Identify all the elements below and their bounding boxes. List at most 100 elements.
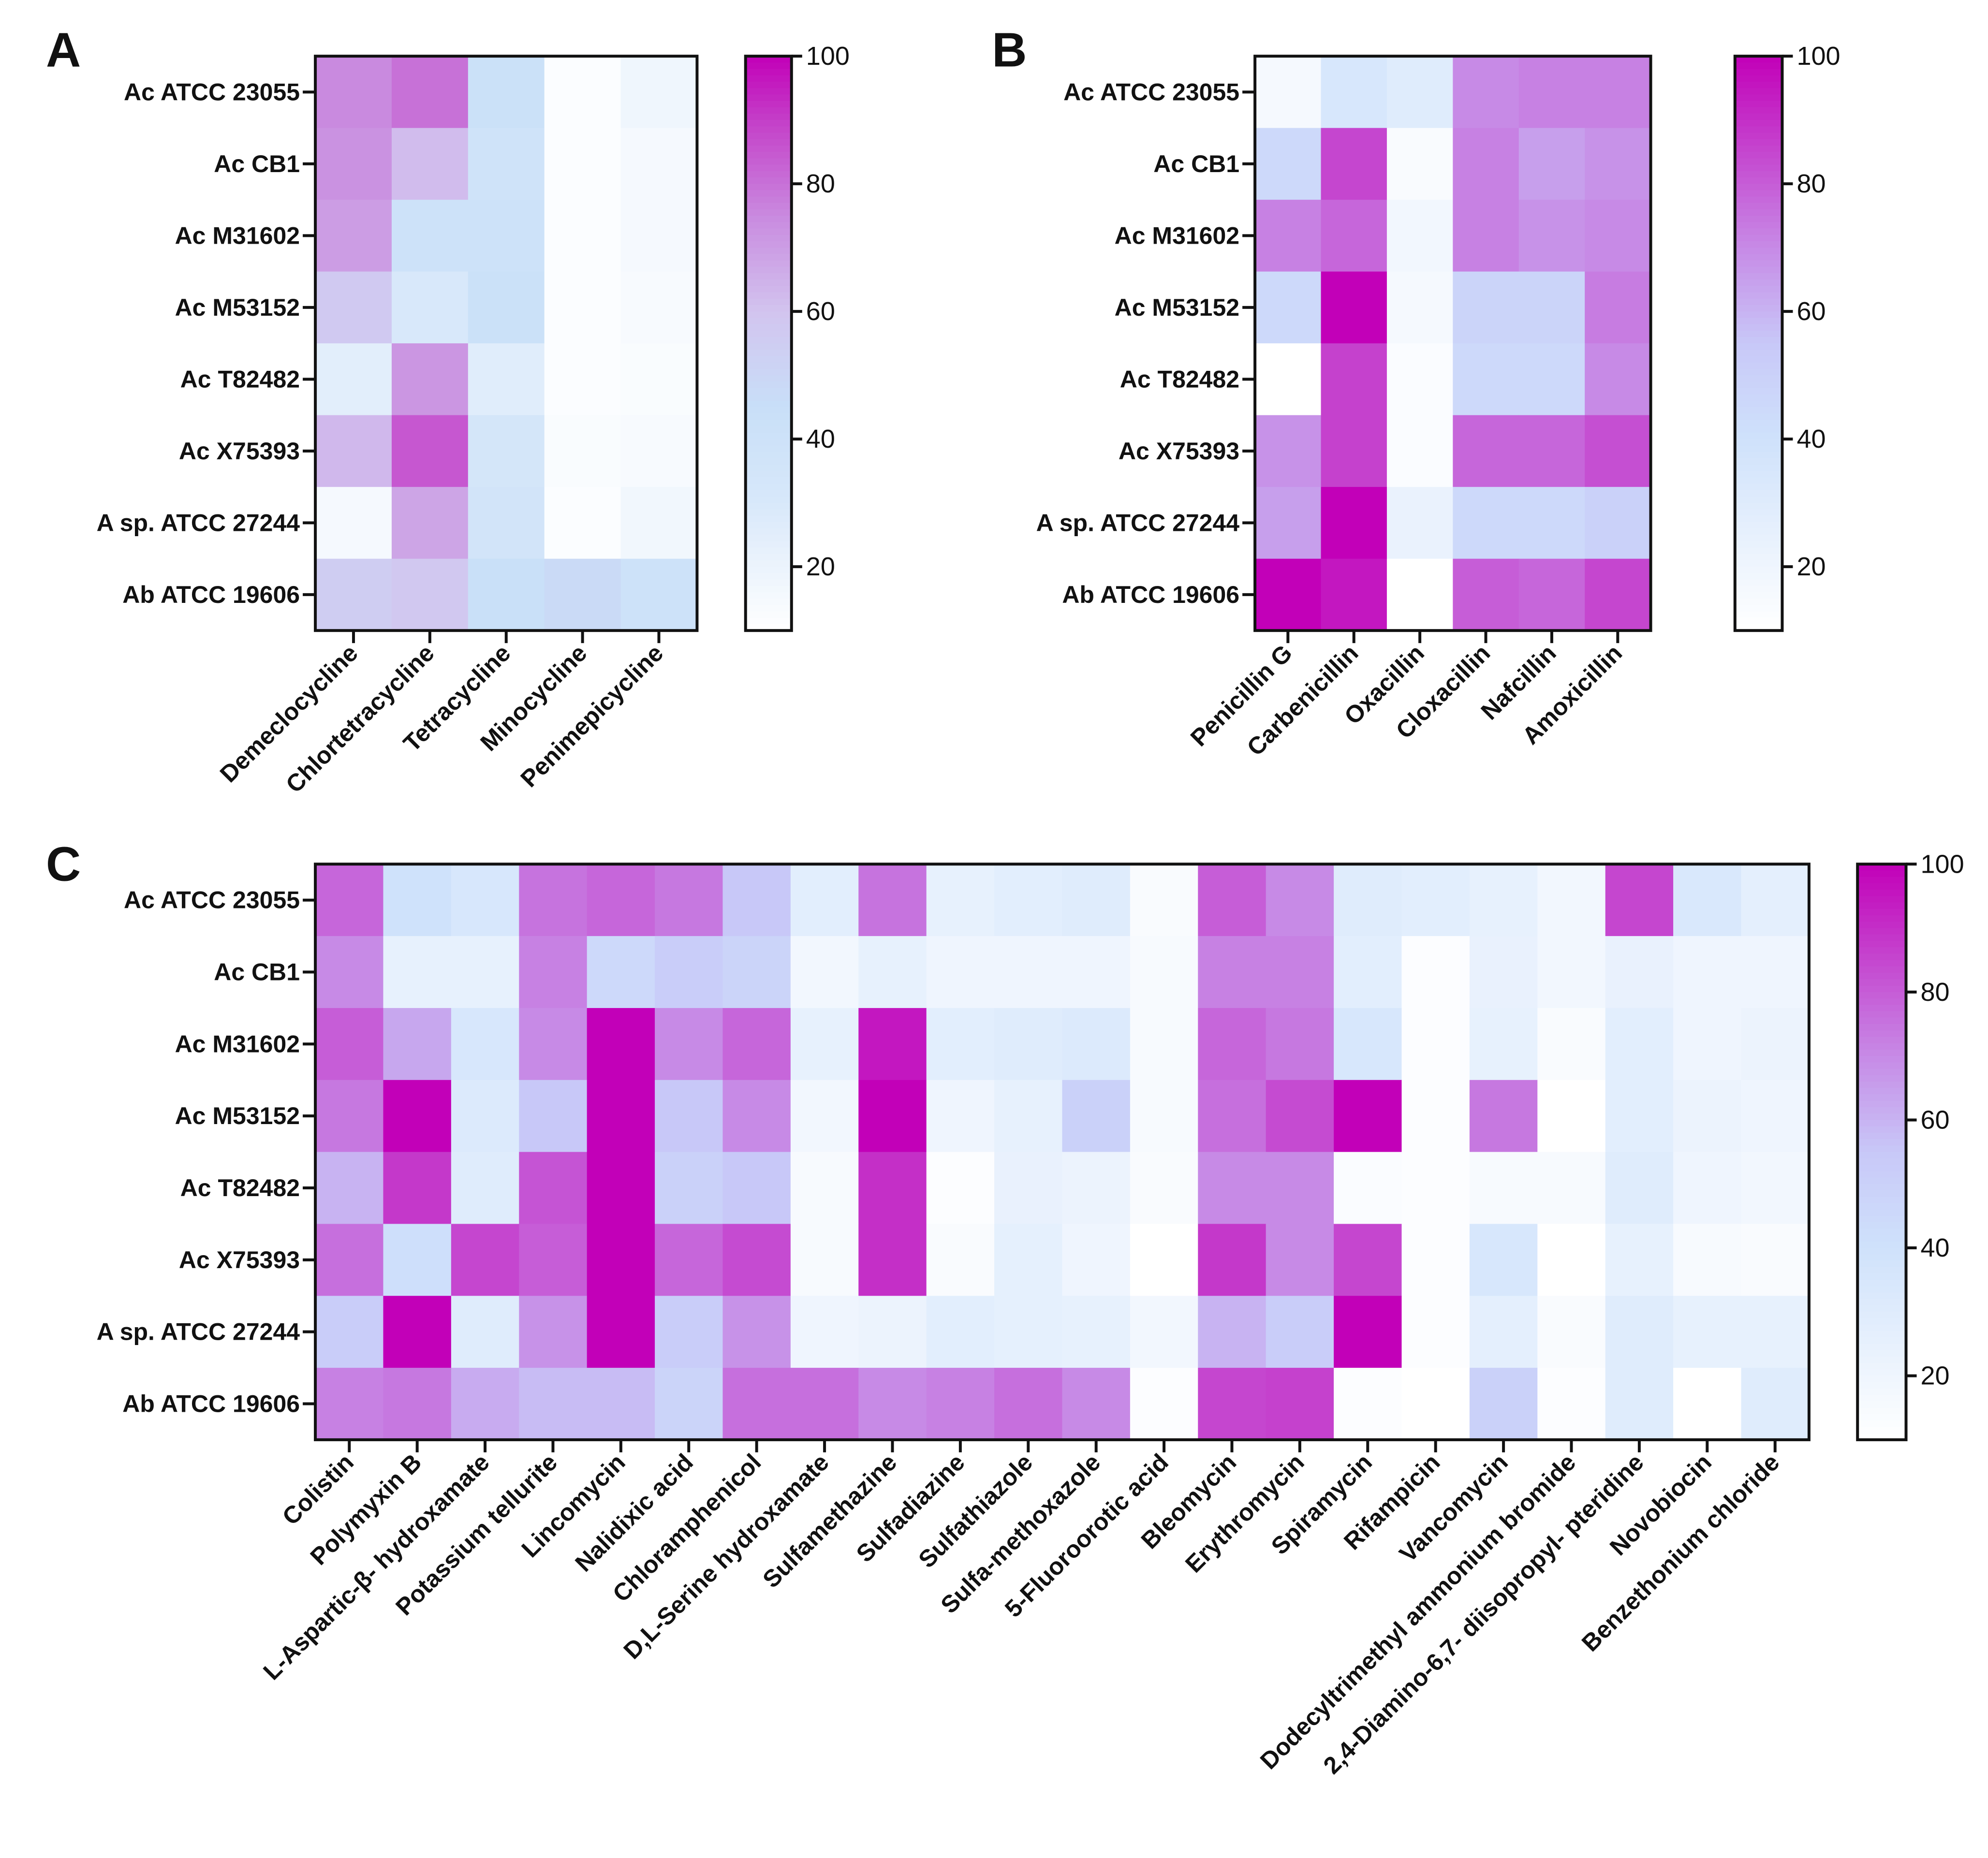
heatmap-cell bbox=[1321, 558, 1387, 631]
colorbar-band bbox=[1735, 101, 1782, 108]
heatmap-cell bbox=[451, 1368, 519, 1440]
colorbar-band bbox=[745, 381, 792, 389]
heatmap-cell bbox=[1062, 1008, 1131, 1081]
column-label: 2,4-Diamino-6,7- diisopropyl- pteridine bbox=[1318, 1448, 1649, 1779]
colorbar-band bbox=[1857, 1165, 1906, 1172]
heatmap-cell bbox=[858, 1296, 927, 1368]
row-label: A sp. ATCC 27244 bbox=[97, 509, 300, 536]
heatmap-cell bbox=[1130, 1224, 1198, 1296]
colorbar-band bbox=[745, 209, 792, 216]
heatmap-cell bbox=[468, 415, 545, 487]
heatmap-cell bbox=[1334, 1152, 1402, 1225]
heatmap-cell bbox=[1321, 128, 1387, 200]
heatmap-cell bbox=[994, 1368, 1063, 1440]
colorbar-band bbox=[1857, 1126, 1906, 1133]
colorbar-band bbox=[745, 567, 792, 574]
heatmap-panel-b: B Ac ATCC 23055 Ac CB1 Ac M31602 Ac M53152 Ac… bbox=[992, 23, 1840, 761]
heatmap-cell bbox=[1130, 1152, 1198, 1225]
heatmap-cell bbox=[544, 200, 621, 272]
colorbar-band bbox=[1735, 107, 1782, 114]
heatmap-cell bbox=[1266, 936, 1334, 1009]
colorbar-band bbox=[1735, 547, 1782, 555]
colorbar-band bbox=[745, 375, 792, 382]
heatmap-cell bbox=[1673, 936, 1742, 1009]
heatmap-cell bbox=[1518, 56, 1585, 129]
heatmap-cell bbox=[468, 487, 545, 559]
column-label: Chlortetracycline bbox=[280, 639, 439, 798]
heatmap-cell bbox=[1255, 200, 1322, 272]
heatmap-cell bbox=[315, 864, 384, 936]
heatmap-cell bbox=[519, 1224, 588, 1296]
colorbar-band bbox=[1735, 209, 1782, 216]
colorbar-band bbox=[1857, 992, 1906, 999]
heatmap-cell bbox=[315, 343, 392, 416]
heatmap-cell bbox=[544, 271, 621, 344]
heatmap-cell bbox=[1673, 1224, 1742, 1296]
heatmap-cell bbox=[1266, 1008, 1334, 1081]
column-label: Demeclocycline bbox=[215, 639, 363, 788]
colorbar-band bbox=[1735, 573, 1782, 580]
colorbar-band bbox=[1735, 139, 1782, 146]
heatmap-cell bbox=[1518, 558, 1585, 631]
colorbar-band bbox=[1735, 592, 1782, 599]
heatmap-cell bbox=[451, 1152, 519, 1225]
colorbar-band bbox=[1735, 260, 1782, 267]
colorbar-band bbox=[1857, 896, 1906, 903]
colorbar-band bbox=[1857, 1062, 1906, 1069]
heatmap-cell bbox=[858, 1152, 927, 1225]
colorbar-band bbox=[1857, 1100, 1906, 1108]
heatmap-cell bbox=[451, 1080, 519, 1153]
colorbar-tick-label: 60 bbox=[1797, 297, 1826, 326]
heatmap-cell bbox=[1518, 415, 1585, 487]
colorbar-band bbox=[1857, 1356, 1906, 1363]
heatmap-cell bbox=[1386, 343, 1453, 416]
colorbar-band bbox=[745, 139, 792, 146]
heatmap-cell bbox=[1741, 1296, 1810, 1368]
colorbar-band bbox=[1735, 375, 1782, 382]
heatmap-cell bbox=[1741, 936, 1810, 1009]
colorbar-frame bbox=[1733, 55, 1784, 632]
heatmap-cell bbox=[1453, 558, 1519, 631]
heatmap-cell bbox=[858, 936, 927, 1009]
colorbar-band bbox=[1735, 56, 1782, 63]
heatmap-cell bbox=[1386, 487, 1453, 559]
colorbar: 20 40 60 80 100 bbox=[1733, 42, 1841, 632]
heatmap-cell bbox=[994, 1008, 1063, 1081]
row-label: Ac M53152 bbox=[175, 294, 300, 321]
heatmap-cell bbox=[1198, 936, 1266, 1009]
colorbar-band bbox=[745, 592, 792, 599]
heatmap-cell bbox=[1741, 1368, 1810, 1440]
colorbar-band bbox=[745, 171, 792, 178]
row-label: Ab ATCC 19606 bbox=[1062, 581, 1239, 608]
heatmap-cell bbox=[858, 1080, 927, 1153]
heatmap-cell bbox=[1453, 128, 1519, 200]
heatmap-cell bbox=[1386, 271, 1453, 344]
heatmap-cell bbox=[722, 1296, 791, 1368]
heatmap-cell bbox=[519, 936, 588, 1009]
row-label: Ac X75393 bbox=[179, 1246, 300, 1273]
heatmap-cell bbox=[858, 1224, 927, 1296]
heatmap-cell bbox=[451, 1224, 519, 1296]
heatmap-cell bbox=[519, 1080, 588, 1153]
heatmap-cell bbox=[544, 558, 621, 631]
row-label: A sp. ATCC 27244 bbox=[1036, 509, 1240, 536]
colorbar-band bbox=[745, 426, 792, 433]
heatmap-cell bbox=[1255, 487, 1322, 559]
heatmap-cell bbox=[1401, 864, 1470, 936]
heatmap-cell bbox=[391, 343, 469, 416]
heatmap-cell bbox=[1453, 415, 1519, 487]
heatmap-cell bbox=[315, 1224, 384, 1296]
colorbar-band bbox=[1735, 254, 1782, 261]
colorbar-band bbox=[1857, 1158, 1906, 1165]
heatmap-cell bbox=[315, 1008, 384, 1081]
colorbar-band bbox=[745, 286, 792, 293]
heatmap-cell bbox=[587, 1368, 655, 1440]
colorbar-band bbox=[1857, 908, 1906, 916]
heatmap-cell bbox=[468, 271, 545, 344]
colorbar-band bbox=[1735, 241, 1782, 248]
colorbar-band bbox=[1735, 560, 1782, 567]
colorbar-band bbox=[1857, 1222, 1906, 1229]
colorbar-tick-label: 40 bbox=[1797, 424, 1826, 454]
heatmap-cell bbox=[1518, 271, 1585, 344]
colorbar-band bbox=[1857, 1005, 1906, 1012]
